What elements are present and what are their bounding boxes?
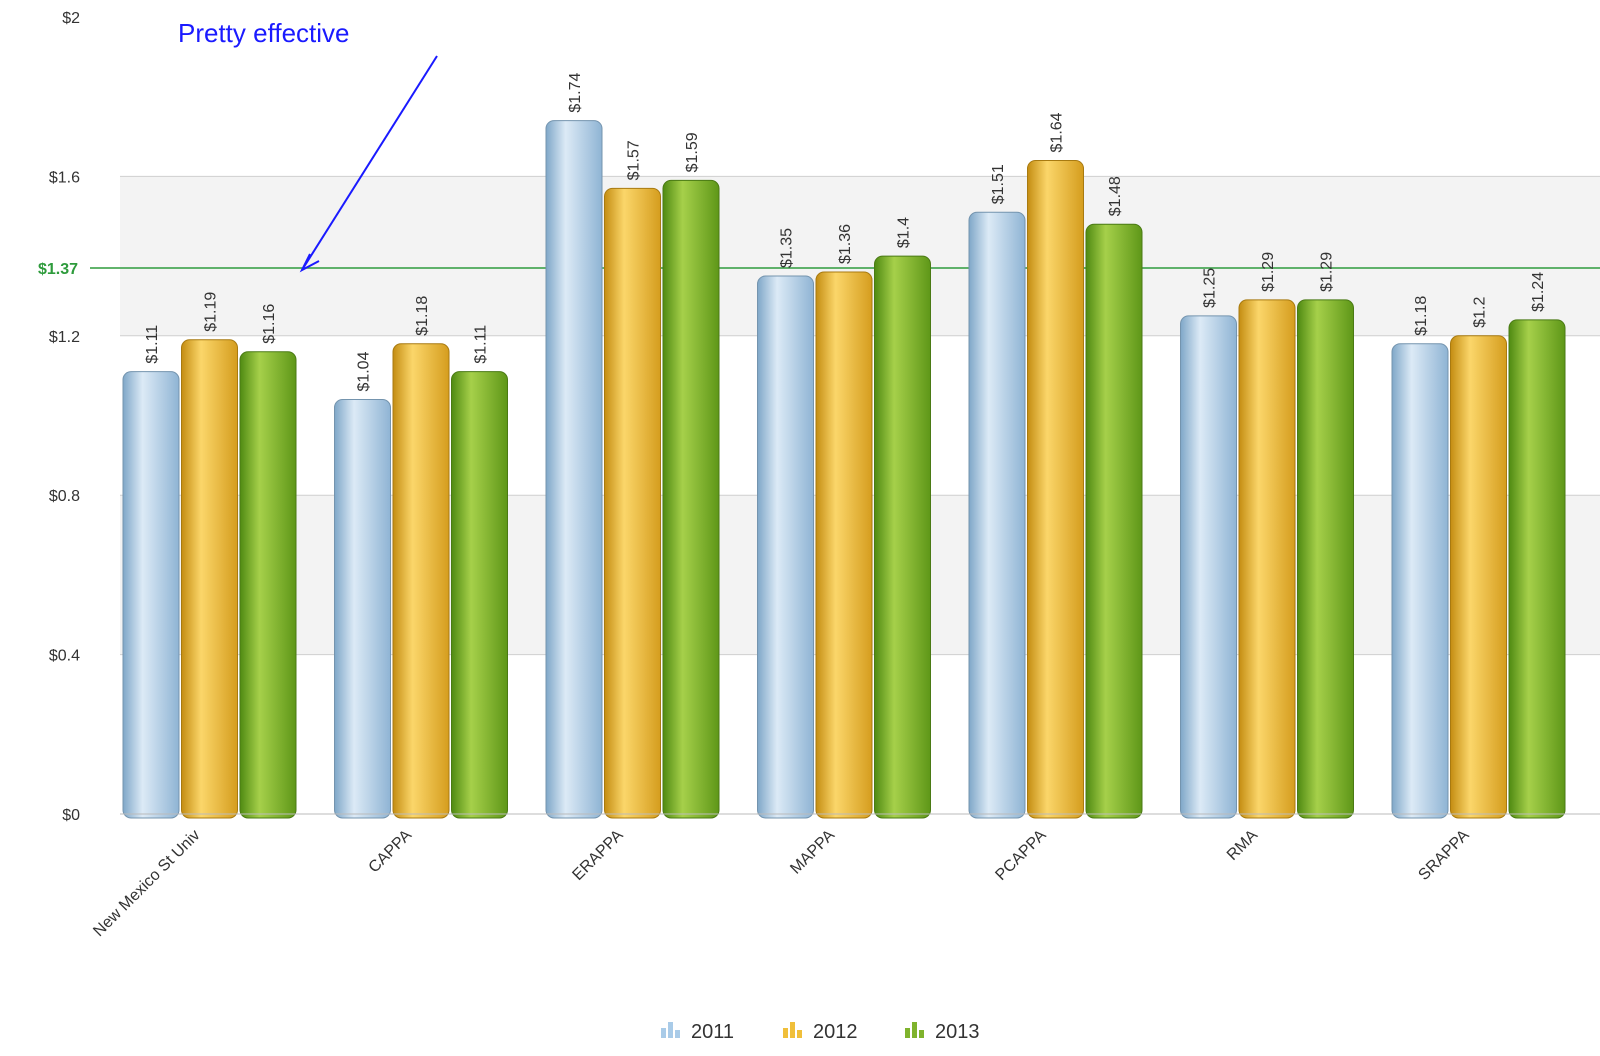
bar-2012: [1238, 299, 1296, 819]
annotation-arrowhead: [299, 253, 320, 273]
bar-2013: [662, 179, 720, 819]
legend: 2011 2012 2013: [661, 1021, 980, 1043]
legend-icon-bar: [783, 1028, 788, 1038]
x-category-label: SRAPPA: [1415, 827, 1472, 884]
bar-value-label: $1.16: [261, 304, 278, 344]
bar-2013: [1085, 223, 1143, 819]
bar-value-label: $1.59: [684, 132, 701, 172]
legend-label: 2012: [813, 1021, 858, 1043]
y-tick-label: $0.8: [49, 488, 80, 505]
legend-icon-bar: [675, 1030, 680, 1038]
bar-value-label: $1.04: [356, 351, 373, 391]
annotation-arrow: [301, 55, 438, 271]
bar-2013: [1297, 299, 1354, 819]
bar-value-label: $1.18: [414, 296, 431, 336]
bar-2013: [874, 255, 931, 819]
bar-2012: [1450, 335, 1507, 819]
legend-icon-bar: [919, 1030, 924, 1038]
bar-value-label: $1.4: [896, 217, 913, 248]
legend-item-2011[interactable]: 2011: [661, 1021, 734, 1043]
bar-value-label: $1.11: [144, 325, 161, 364]
bar-2012: [604, 187, 661, 819]
legend-icon-bar: [668, 1022, 673, 1038]
bar-2013: [1508, 319, 1566, 819]
reference-line: $1.37: [38, 261, 1600, 278]
legend-label: 2013: [935, 1021, 980, 1043]
bar-2013: [451, 371, 508, 819]
x-axis: New Mexico St Univ CAPPA ERAPPA MAPPA PCAPPA…: [90, 813, 1600, 940]
annotation-text: Pretty effective: [178, 18, 350, 48]
bar-value-label: $1.51: [990, 164, 1007, 204]
bar-2011: [1391, 343, 1449, 819]
bar-2013: [239, 351, 297, 819]
legend-item-2013[interactable]: 2013: [905, 1021, 980, 1043]
bar-value-label: $1.18: [1413, 296, 1430, 336]
legend-item-2012[interactable]: 2012: [783, 1021, 858, 1043]
legend-icon-bar: [797, 1030, 802, 1038]
legend-icon-bar: [661, 1028, 666, 1038]
bar-2011: [545, 120, 603, 819]
legend-icon-bar: [912, 1022, 917, 1038]
y-axis: $0 $0.4 $0.8 $1.2 $1.6 $2: [49, 10, 80, 824]
annotation: Pretty effective: [178, 18, 438, 273]
x-category-label: CAPPA: [366, 827, 416, 877]
bar-2011: [1180, 315, 1237, 819]
bar-value-label: $1.24: [1530, 272, 1547, 312]
y-tick-label: $1.6: [49, 169, 80, 186]
bar-value-label: $1.74: [567, 72, 584, 112]
y-tick-label: $2: [62, 10, 80, 27]
value-labels: $1.11 $1.19 $1.16 $1.04 $1.18 $1.11 $1.74 $1.57…: [144, 72, 1547, 391]
bar-value-label: $1.29: [1319, 252, 1336, 292]
bar-2011: [334, 399, 391, 819]
bar-value-label: $1.25: [1202, 268, 1219, 308]
x-category-label: ERAPPA: [569, 827, 626, 884]
bar-value-label: $1.29: [1260, 252, 1277, 292]
bar-2011: [968, 211, 1026, 819]
bar-2012: [181, 339, 238, 819]
legend-label: 2011: [691, 1021, 734, 1043]
x-category-label: MAPPA: [787, 827, 838, 878]
bar-value-label: $1.48: [1107, 176, 1124, 216]
legend-icon-bar: [905, 1028, 910, 1038]
x-category-label: RMA: [1224, 827, 1261, 864]
x-category-label: PCAPPA: [992, 827, 1049, 884]
bar-value-label: $1.57: [626, 140, 643, 180]
bar-2011: [122, 371, 180, 819]
bar-2012: [392, 343, 450, 819]
bar-2012: [815, 271, 873, 819]
legend-icon-bar: [790, 1022, 795, 1038]
bar-value-label: $1.36: [837, 224, 854, 264]
x-category-label: New Mexico St Univ: [90, 827, 203, 940]
bar-2011: [757, 275, 814, 819]
y-tick-label: $0.4: [49, 648, 80, 665]
y-tick-label: $0: [62, 807, 80, 824]
bars: [122, 120, 1566, 819]
bar-value-label: $1.11: [473, 325, 490, 364]
bar-value-label: $1.19: [203, 292, 220, 332]
average-label: $1.37: [38, 261, 78, 278]
bar-2012: [1027, 159, 1084, 819]
y-tick-label: $1.2: [49, 329, 80, 346]
bar-value-label: $1.64: [1049, 112, 1066, 152]
bar-value-label: $1.35: [779, 228, 796, 268]
bar-value-label: $1.2: [1472, 297, 1489, 328]
